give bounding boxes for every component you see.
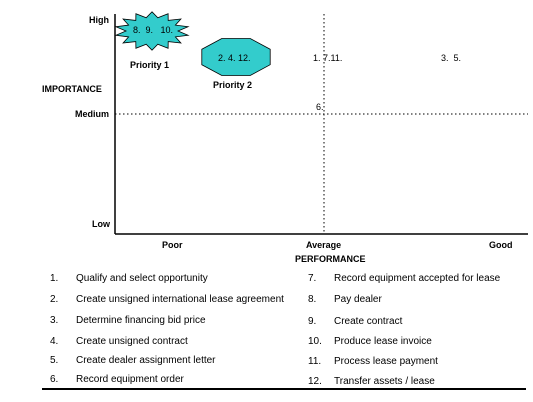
legend-text: Record equipment accepted for lease (334, 273, 501, 284)
legend-num: 8. (308, 294, 317, 305)
legend-num: 12. (308, 376, 322, 387)
priority-2-octagon-marker (201, 38, 271, 76)
point-label-3-5: 3. 5. (441, 53, 462, 63)
y-axis-title: IMPORTANCE (42, 84, 102, 94)
legend-item-5: 5. Create dealer assignment letter (50, 355, 216, 366)
priority-1-star-marker (114, 11, 190, 51)
legend-item-11: 11. Process lease payment (308, 356, 438, 367)
legend-item-1: 1. Qualify and select opportunity (50, 273, 208, 284)
y-tick-high: High (89, 15, 109, 25)
y-tick-medium: Medium (75, 109, 110, 119)
legend-item-7: 7. Record equipment accepted for lease (308, 273, 500, 284)
point-label-6: 6. (316, 102, 324, 112)
legend-item-6: 6. Record equipment order (50, 374, 184, 385)
x-axis-title: PERFORMANCE (295, 254, 366, 264)
legend-text: Transfer assets / lease (334, 376, 435, 387)
point-label-1-7-11: 1. 7.11. (313, 53, 343, 63)
priority-2-label: Priority 2 (213, 80, 253, 90)
legend-text: Create unsigned international lease agre… (76, 294, 284, 305)
legend-num: 5. (50, 355, 59, 366)
x-tick-good: Good (489, 240, 513, 250)
legend-num: 7. (308, 273, 317, 284)
x-tick-average: Average (306, 240, 342, 250)
legend-item-12: 12. Transfer assets / lease (308, 376, 435, 387)
legend-item-4: 4. Create unsigned contract (50, 336, 188, 347)
priority-2-items: 2. 4. 12. (218, 53, 251, 63)
legend-item-3: 3. Determine financing bid price (50, 315, 206, 326)
legend-text: Record equipment order (76, 374, 184, 385)
legend-num: 1. (50, 273, 59, 284)
legend-text: Create contract (334, 316, 403, 327)
bottom-rule (42, 388, 526, 390)
x-tick-poor: Poor (162, 240, 183, 250)
priority-1-items: 8. 9. 10. (133, 25, 174, 35)
legend-num: 3. (50, 315, 59, 326)
legend-item-9: 9. Create contract (308, 316, 402, 327)
legend-text: Pay dealer (334, 294, 382, 305)
legend-num: 4. (50, 336, 59, 347)
legend-num: 6. (50, 374, 59, 385)
legend-item-8: 8. Pay dealer (308, 294, 382, 305)
chart-canvas (114, 11, 528, 235)
legend-item-10: 10. Produce lease invoice (308, 336, 432, 347)
legend-num: 11. (308, 356, 322, 367)
legend-text: Create unsigned contract (76, 336, 188, 347)
legend-item-2: 2. Create unsigned international lease ag… (50, 294, 284, 305)
legend-num: 9. (308, 316, 317, 327)
priority-1-label: Priority 1 (130, 60, 170, 70)
legend-text: Process lease payment (334, 356, 438, 367)
legend-text: Produce lease invoice (334, 336, 432, 347)
legend-text: Create dealer assignment letter (76, 355, 216, 366)
legend-text: Determine financing bid price (76, 315, 206, 326)
legend-num: 10. (308, 336, 322, 347)
legend-num: 2. (50, 294, 59, 305)
y-tick-low: Low (92, 219, 110, 229)
legend-text: Qualify and select opportunity (76, 273, 208, 284)
